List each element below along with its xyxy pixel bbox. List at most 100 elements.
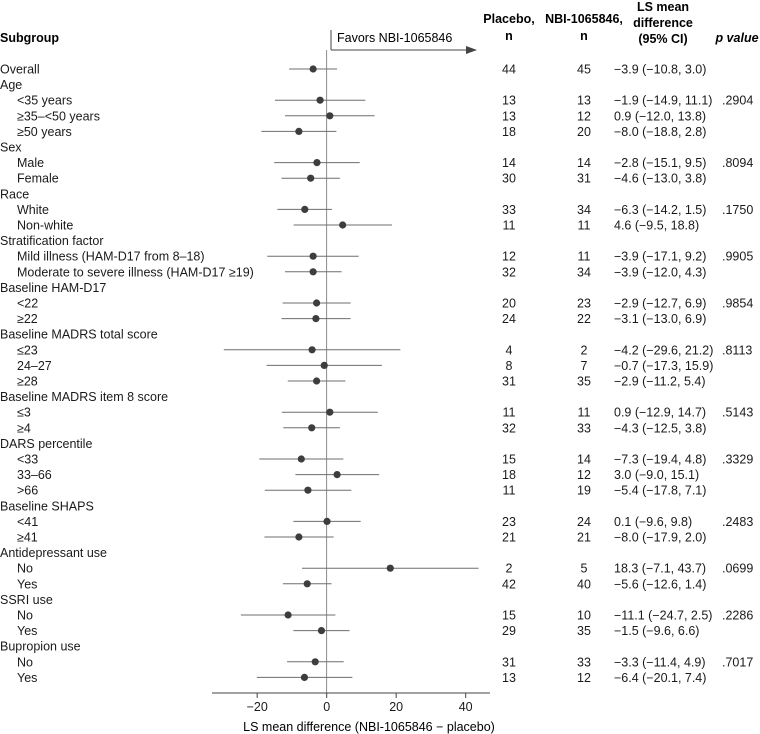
forest-row: 24–27 8 7 −0.7 (−17.3, 15.9): [17, 359, 713, 373]
header-ls-line1: LS mean: [637, 0, 689, 14]
nbi-n: 45: [577, 63, 591, 77]
point-estimate: [312, 299, 321, 307]
ls-mean-ci: −8.0 (−18.8, 2.8): [614, 125, 706, 139]
subgroup-label: No: [17, 609, 33, 623]
forest-row: ≥50 years 18 20 −8.0 (−18.8, 2.8): [17, 125, 706, 139]
forest-row: Antidepressant use: [0, 546, 107, 560]
forest-row: <41 23 24 0.1 (−9.6, 9.8) .2483: [17, 515, 753, 529]
subgroup-label: <41: [17, 515, 38, 529]
nbi-n: 21: [577, 531, 591, 545]
subgroup-label: >66: [17, 484, 38, 498]
point-estimate: [386, 564, 394, 572]
nbi-n: 20: [577, 125, 591, 139]
category-label: Antidepressant use: [0, 546, 107, 560]
category-label: Stratification factor: [0, 234, 104, 248]
ls-mean-ci: −0.7 (−17.3, 15.9): [614, 359, 713, 373]
header-placebo-line2: n: [505, 29, 513, 43]
header-nbi-line1: NBI-1065846,: [545, 12, 623, 26]
subgroup-label: <22: [17, 297, 38, 311]
forest-row: Race: [0, 187, 29, 201]
category-label: Age: [0, 78, 22, 92]
p-value: .9854: [722, 297, 753, 311]
forest-row: <35 years 13 13 −1.9 (−14.9, 11.1) .2904: [17, 94, 753, 108]
nbi-n: 33: [577, 655, 591, 669]
forest-row: Mild illness (HAM-D17 from 8–18) 12 11 −3.9…: [17, 250, 753, 264]
placebo-n: 14: [502, 156, 516, 170]
header-nbi-line2: n: [580, 29, 588, 43]
point-estimate: [312, 315, 320, 323]
header-placebo-line1: Placebo,: [483, 12, 534, 26]
nbi-n: 12: [577, 468, 591, 482]
forest-row: >66 11 19 −5.4 (−17.8, 7.1): [17, 484, 706, 498]
forest-row: Bupropion use: [0, 640, 81, 654]
point-estimate: [304, 486, 312, 494]
category-label: Baseline MADRS item 8 score: [0, 390, 168, 404]
subgroup-label: Yes: [17, 577, 37, 591]
ls-mean-ci: 4.6 (−9.5, 18.8): [614, 219, 699, 233]
placebo-n: 15: [502, 453, 516, 467]
nbi-n: 31: [577, 172, 591, 186]
subgroup-label: ≥50 years: [17, 125, 72, 139]
category-label: Baseline MADRS total score: [0, 328, 158, 342]
point-estimate: [320, 361, 328, 369]
x-axis-label: LS mean difference (NBI-1065846 − placeb…: [243, 720, 495, 734]
placebo-n: 33: [502, 203, 516, 217]
nbi-n: 11: [578, 406, 591, 420]
forest-row: No 2 5 18.3 (−7.1, 43.7) .0699: [17, 562, 753, 576]
nbi-n: 2: [581, 343, 588, 357]
ls-mean-ci: 18.3 (−7.1, 43.7): [614, 562, 706, 576]
forest-row: <22 20 23 −2.9 (−12.7, 6.9) .9854: [17, 297, 753, 311]
p-value: .5143: [722, 406, 753, 420]
favors-arrowhead: [466, 46, 477, 54]
forest-row: ≥4 32 33 −4.3 (−12.5, 3.8): [17, 421, 706, 435]
nbi-n: 19: [577, 484, 591, 498]
forest-row: Female 30 31 −4.6 (−13.0, 3.8): [17, 172, 706, 186]
category-label: Sex: [0, 141, 22, 155]
nbi-n: 22: [577, 312, 591, 326]
subgroup-label: ≥4: [17, 421, 31, 435]
p-value: .8094: [722, 156, 753, 170]
header: Subgroup Placebo, n NBI-1065846, n LS me…: [0, 0, 759, 46]
subgroup-label: No: [17, 655, 33, 669]
nbi-n: 35: [577, 375, 591, 389]
point-estimate: [309, 268, 317, 276]
forest-row: No 15 10 −11.1 (−24.7, 2.5) .2286: [17, 609, 753, 623]
forest-row: ≥28 31 35 −2.9 (−11.2, 5.4): [17, 375, 706, 389]
forest-row: 33–66 18 12 3.0 (−9.0, 15.1): [17, 468, 699, 482]
forest-row: ≥35–<50 years 13 12 0.9 (−12.0, 13.8): [17, 109, 706, 123]
p-value: .2483: [722, 515, 753, 529]
subgroup-label: ≥28: [17, 375, 38, 389]
forest-row: Male 14 14 −2.8 (−15.1, 9.5) .8094: [17, 156, 753, 170]
forest-row: Yes 42 40 −5.6 (−12.6, 1.4): [17, 577, 706, 591]
placebo-n: 2: [506, 562, 513, 576]
ls-mean-ci: −2.9 (−11.2, 5.4): [614, 375, 706, 389]
subgroup-label: ≥41: [17, 531, 38, 545]
nbi-n: 14: [577, 156, 591, 170]
forest-row: Sex: [0, 141, 22, 155]
forest-row: White 33 34 −6.3 (−14.2, 1.5) .1750: [17, 203, 753, 217]
forest-row: ≤23 4 2 −4.2 (−29.6, 21.2) .8113: [17, 343, 752, 357]
nbi-n: 12: [577, 109, 591, 123]
forest-row: Yes 13 12 −6.4 (−20.1, 7.4): [17, 671, 706, 685]
ls-mean-ci: −7.3 (−19.4, 4.8): [614, 453, 706, 467]
x-axis: −20 0 20 40: [212, 692, 490, 714]
ls-mean-ci: −4.6 (−13.0, 3.8): [614, 172, 706, 186]
nbi-n: 10: [577, 609, 591, 623]
point-estimate: [313, 159, 321, 167]
nbi-n: 7: [581, 359, 588, 373]
placebo-n: 13: [502, 94, 516, 108]
placebo-n: 30: [502, 172, 516, 186]
forest-row: ≤3 11 11 0.9 (−12.9, 14.7) .5143: [17, 406, 753, 420]
ls-mean-ci: −2.9 (−12.7, 6.9): [614, 297, 706, 311]
x-tick-label: 40: [459, 700, 473, 714]
point-estimate: [311, 658, 319, 666]
nbi-n: 34: [577, 265, 591, 279]
placebo-n: 15: [502, 609, 516, 623]
point-estimate: [307, 174, 315, 182]
ls-mean-ci: −3.9 (−12.0, 4.3): [614, 265, 706, 279]
placebo-n: 11: [503, 484, 516, 498]
favors-label: Favors NBI-1065846: [337, 31, 452, 45]
p-value: .3329: [722, 453, 753, 467]
placebo-n: 21: [502, 531, 516, 545]
ls-mean-ci: −3.9 (−17.1, 9.2): [614, 250, 706, 264]
